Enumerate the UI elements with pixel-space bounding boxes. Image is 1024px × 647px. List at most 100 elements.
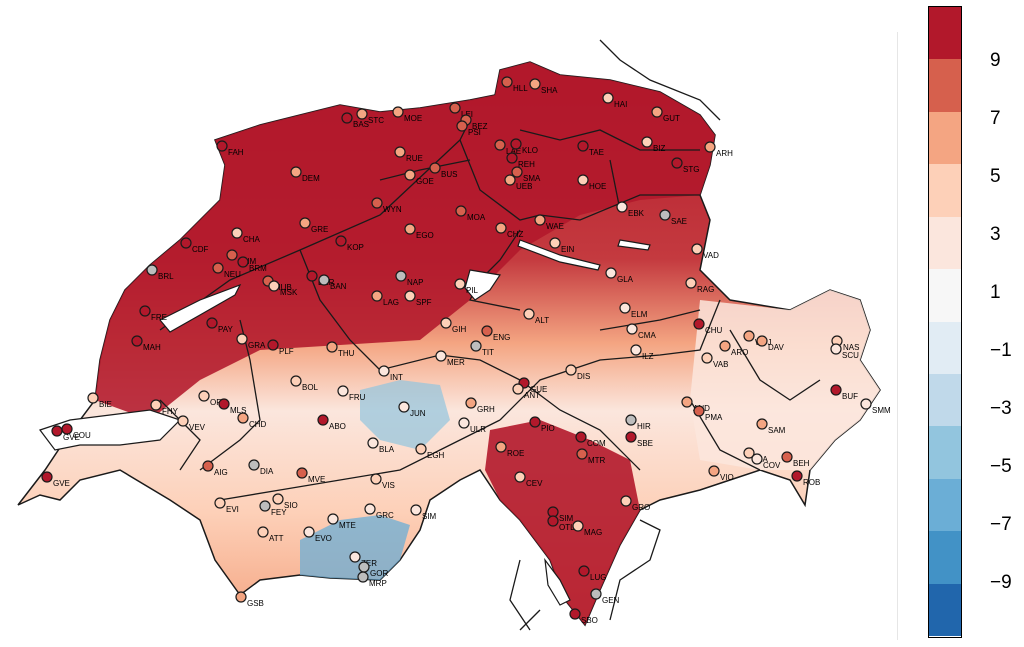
colorbar-tick-label: −9 (990, 572, 1012, 593)
station-marker: NEU (212, 262, 241, 279)
station-label: PIO (541, 424, 555, 433)
colorbar-band (929, 531, 961, 585)
station-marker: CMA (626, 323, 656, 340)
station-dot (267, 339, 279, 351)
station-dot (317, 414, 329, 426)
station-dot (791, 470, 803, 482)
station-label: EBK (628, 209, 645, 218)
station-label: MAG (584, 528, 602, 537)
station-label: GUE (530, 385, 547, 394)
station-dot (630, 344, 642, 356)
station-label: ELM (631, 310, 648, 319)
station-marker: MOA (455, 205, 486, 222)
station-label: GSB (247, 599, 264, 608)
station-marker: CEV (514, 471, 543, 488)
station-label: INT (390, 373, 403, 382)
station-dot (625, 414, 637, 426)
station-marker: RUE (394, 146, 423, 163)
station-label: STC (368, 116, 384, 125)
neighbour-borders (509, 39, 721, 631)
colorbar-band (929, 321, 961, 375)
station-label: ENG (493, 333, 510, 342)
station-label: SHA (541, 86, 558, 95)
station-dot (349, 551, 361, 563)
station-dot (367, 437, 379, 449)
station-label: CHZ (507, 230, 524, 239)
station-dot (237, 256, 249, 268)
station-dot (651, 106, 663, 118)
colorbar-band (929, 59, 961, 113)
station-dot (529, 416, 541, 428)
station-label: WYN (383, 205, 402, 214)
station-dot (337, 385, 349, 397)
colorbar-tick-label: 9 (990, 50, 1001, 71)
station-marker: GEN (590, 588, 620, 605)
station-marker: MER (435, 350, 465, 367)
colorbar-tick-label: −3 (990, 398, 1012, 419)
station-label: VAB (713, 360, 728, 369)
station-label: VIO (720, 473, 734, 482)
station-marker: ATT (257, 526, 284, 543)
station-label: COV (763, 461, 781, 470)
station-dot (547, 515, 559, 527)
station-dot (458, 417, 470, 429)
station-dot (212, 262, 224, 274)
colorbar-band (929, 478, 961, 532)
station-label: LAG (383, 298, 399, 307)
station-label: BIE (99, 400, 112, 409)
station-marker: BAN (318, 274, 347, 291)
station-marker: GSB (235, 591, 264, 608)
station-dot (358, 561, 370, 573)
station-marker: HOE (577, 174, 606, 191)
station-marker: FHY (150, 399, 179, 416)
station-label: ULR (470, 425, 486, 434)
station-dot (290, 375, 302, 387)
station-dot (719, 340, 731, 352)
station-dot (590, 588, 602, 600)
station-dot (415, 443, 427, 455)
station-marker: VIS (370, 473, 395, 490)
engadin-patch (690, 290, 880, 470)
station-dot (198, 390, 210, 402)
station-marker: ILZ (630, 344, 654, 361)
station-label: GUT (663, 114, 680, 123)
station-label: SCU (842, 351, 859, 360)
station-marker: GRH (465, 397, 495, 414)
station-label: RUE (406, 154, 423, 163)
station-dot (523, 308, 535, 320)
station-marker: HIR (625, 414, 651, 431)
station-label: ZER (361, 559, 377, 568)
station-marker: ARO (719, 340, 748, 357)
station-dot (51, 425, 63, 437)
station-dot (326, 341, 338, 353)
station-label: MOA (467, 213, 486, 222)
station-marker: PSI (456, 120, 481, 137)
switzerland-map-svg: HLLSHAHAIGUTBASSTCMOELEIBEZPSIFAHRUELAEK… (17, 39, 891, 631)
station-label: MER (447, 358, 465, 367)
station-dot (504, 174, 516, 186)
colorbar-band (929, 373, 961, 427)
station-marker: GOR (358, 561, 388, 578)
station-label: GVE (63, 433, 80, 442)
station-marker: PMA (693, 405, 723, 422)
station-dot (236, 333, 248, 345)
station-label: SMM (872, 406, 891, 415)
station-label: GRE (311, 225, 328, 234)
colorbar-band (929, 426, 961, 480)
station-marker: LUG (578, 565, 606, 582)
station-marker: MAH (131, 335, 161, 352)
station-dot (693, 318, 705, 330)
station-label: PMA (705, 413, 723, 422)
station-dot (529, 78, 541, 90)
station-marker: EGO (404, 223, 434, 240)
station-dot (708, 465, 720, 477)
station-label: SIO (284, 501, 298, 510)
station-marker: REH (506, 152, 535, 169)
station-dot (495, 441, 507, 453)
station-label: MLS (230, 406, 246, 415)
station-dot (602, 92, 614, 104)
colorbar-tick-label: −7 (990, 514, 1012, 535)
station-marker: TIT (470, 340, 494, 357)
station-dot (235, 591, 247, 603)
station-marker: MOE (392, 106, 422, 123)
